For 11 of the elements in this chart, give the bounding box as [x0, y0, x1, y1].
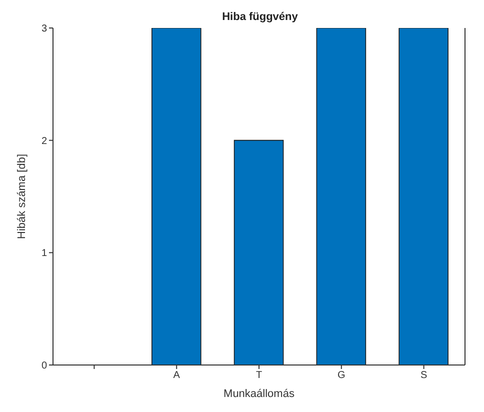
x-axis-title: Munkaállomás	[224, 388, 295, 400]
y-tick-label: 1	[41, 248, 48, 260]
y-axis-title: Hibák száma [db]	[16, 154, 28, 239]
x-tick-label: T	[256, 370, 262, 382]
y-tick-label: 3	[41, 24, 48, 35]
x-tick-label: G	[338, 370, 346, 382]
x-tick-label: S	[420, 370, 428, 382]
x-tick-label: A	[173, 370, 180, 382]
y-tick-label: 0	[41, 360, 48, 372]
y-tick-label: 2	[41, 136, 48, 147]
chart-title: Hiba függvény	[222, 11, 299, 23]
